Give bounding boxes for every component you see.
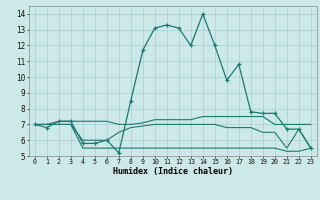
X-axis label: Humidex (Indice chaleur): Humidex (Indice chaleur) <box>113 167 233 176</box>
